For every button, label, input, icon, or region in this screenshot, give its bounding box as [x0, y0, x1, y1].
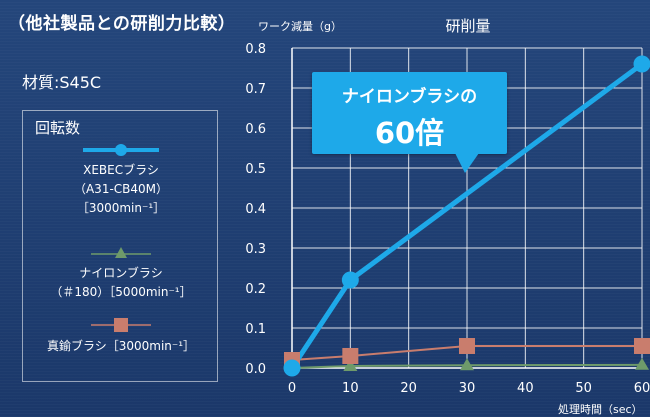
marker-nylon-3 — [635, 357, 649, 370]
legend-text-xebec-2: （A31-CB40M） — [73, 182, 169, 196]
callout-pointer — [455, 153, 479, 173]
chart-title: 研削量 — [445, 17, 490, 35]
y-tick-label-1: 0.1 — [245, 322, 266, 337]
callout-line1: ナイロンブラシの — [341, 87, 478, 107]
legend-swatch-xebec — [83, 144, 159, 156]
y-tick-label-5: 0.5 — [245, 162, 266, 177]
marker-brass-1 — [342, 348, 359, 364]
marker-brass-3 — [634, 338, 650, 354]
comparison-heading: （他社製品との研削力比較） — [8, 14, 236, 34]
legend-text-brass-1: 真鍮ブラシ［3000min⁻¹］ — [46, 339, 196, 353]
y-tick-label-6: 0.6 — [245, 122, 266, 137]
callout-box: ナイロンブラシの 60倍 — [312, 72, 507, 154]
legend-text-nylon-1: ナイロンブラシ — [79, 266, 163, 280]
material-label: 材質:S45C — [22, 73, 102, 92]
legend-title: 回転数 — [35, 119, 81, 137]
marker-xebec-0 — [283, 359, 301, 377]
series-line-nylon — [291, 363, 643, 369]
callout-line2: 60倍 — [374, 116, 445, 150]
marker-brass-2 — [459, 338, 475, 354]
tick-labels: 0.0 0.1 0.2 0.3 0.4 0.5 0.6 0.7 0.8 0 10 20 30 40 50 60 — [245, 42, 650, 396]
y-axis-label: ワーク減量（g） — [258, 19, 342, 33]
series-line-brass — [291, 345, 643, 361]
y-tick-label-4: 0.4 — [245, 202, 266, 217]
series-markers — [283, 55, 650, 377]
y-tick-label-8: 0.8 — [245, 42, 266, 57]
y-tick-label-0: 0.0 — [245, 362, 266, 377]
x-tick-label-5: 50 — [575, 381, 592, 396]
x-axis-label: 処理時間（sec） — [558, 403, 643, 416]
marker-xebec-1 — [341, 271, 359, 289]
x-tick-label-6: 60 — [634, 381, 650, 396]
marker-nylon-1 — [343, 359, 358, 371]
legend-text-xebec-1: XEBECブラシ — [83, 163, 159, 177]
legend-item-xebec: XEBECブラシ （A31-CB40M） ［3000min⁻¹］ — [23, 143, 219, 218]
y-tick-label-7: 0.7 — [245, 82, 266, 97]
legend-item-nylon: ナイロンブラシ （＃180）［5000min⁻¹］ — [23, 246, 219, 302]
legend-text-xebec-3: ［3000min⁻¹］ — [76, 201, 166, 215]
legend: 回転数 XEBECブラシ （A31-CB40M） ［3000min⁻¹］ ナイロ… — [22, 110, 218, 382]
legend-text-nylon-2: （＃180）［5000min⁻¹］ — [50, 285, 192, 299]
marker-nylon-2 — [460, 358, 474, 371]
x-tick-label-2: 20 — [400, 381, 417, 396]
y-tick-label-2: 0.2 — [245, 282, 266, 297]
x-tick-label-3: 30 — [459, 381, 476, 396]
legend-item-brass: 真鍮ブラシ［3000min⁻¹］ — [23, 317, 219, 356]
x-tick-label-4: 40 — [517, 381, 534, 396]
legend-swatch-brass — [91, 318, 151, 332]
x-tick-label-0: 0 — [288, 381, 296, 396]
marker-xebec-2 — [633, 55, 650, 73]
legend-swatch-nylon — [91, 247, 151, 258]
x-tick-label-1: 10 — [342, 381, 359, 396]
y-tick-label-3: 0.3 — [245, 242, 266, 257]
